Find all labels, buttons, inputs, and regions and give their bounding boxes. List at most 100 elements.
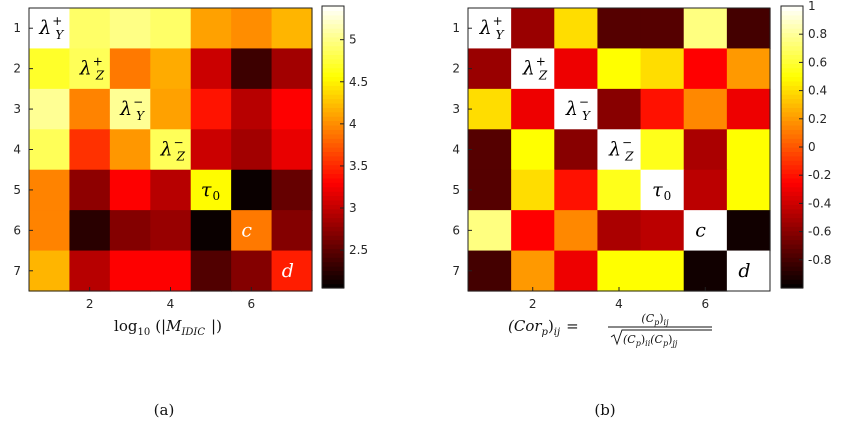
colorbar-segment (322, 19, 344, 25)
colorbar-segment (781, 32, 803, 38)
heatmap-cell (69, 210, 111, 252)
colorbar-segment (322, 50, 344, 56)
colorbar-segment (322, 23, 344, 29)
y-tick-label: 7 (452, 264, 460, 278)
colorbar-segment (322, 261, 344, 267)
colorbar-tick-label: 0.4 (808, 84, 827, 98)
diagonal-label: d (738, 260, 750, 282)
colorbar-segment (322, 160, 344, 166)
colorbar-segment (322, 230, 344, 236)
heatmap-cell (554, 210, 599, 252)
colorbar-segment (322, 186, 344, 192)
heatmap-a-cells (29, 8, 313, 292)
y-tick-label: 2 (13, 62, 21, 76)
heatmap-cell (726, 250, 771, 292)
colorbar-segment (322, 155, 344, 161)
heatmap-cell (511, 250, 555, 292)
heatmap-cell (190, 129, 232, 171)
colorbar-segment (322, 151, 344, 157)
colorbar-segment (322, 94, 344, 100)
diagonal-label: τ0 (652, 179, 671, 203)
colorbar-tick-label: 0.2 (808, 112, 827, 126)
colorbar-segment (322, 274, 344, 280)
colorbar-tick-label: 4 (349, 117, 357, 131)
colorbar-tick-label: 3.5 (349, 159, 368, 173)
colorbar-segment (322, 270, 344, 276)
colorbar-segment (322, 265, 344, 271)
heatmap-cell (190, 48, 232, 90)
heatmap-cell (683, 210, 728, 252)
colorbar-segment (322, 116, 344, 122)
colorbar-segment (781, 217, 803, 223)
diagonal-label: d (282, 260, 294, 282)
heatmap-cell (511, 210, 555, 252)
colorbar-tick-label: -0.4 (808, 196, 831, 210)
colorbar-segment (781, 182, 803, 188)
xlabel-b: (Corp)ij = (Cp)ij (Cp)ii(Cp)jj (508, 312, 712, 348)
colorbar-segment (322, 32, 344, 38)
colorbar-segment (781, 80, 803, 86)
colorbar-segment (322, 279, 344, 285)
colorbar-segment (781, 85, 803, 91)
heatmap-cell (726, 48, 771, 90)
colorbar-segment (781, 133, 803, 139)
colorbar-segment (781, 147, 803, 153)
heatmap-cell (511, 8, 555, 50)
heatmap-cell (231, 210, 273, 252)
colorbar-segment (781, 195, 803, 201)
colorbar-tick-label: 0.6 (808, 55, 827, 69)
colorbar-segment (322, 41, 344, 47)
heatmap-cell (190, 210, 232, 252)
x-tick-label: 4 (167, 297, 175, 311)
colorbar-segment (322, 111, 344, 117)
colorbar-segment (781, 120, 803, 126)
heatmap-cell (597, 169, 642, 211)
colorbar-tick-label: 2.5 (349, 243, 368, 257)
heatmap-cell (468, 210, 512, 252)
heatmap-cell (554, 250, 599, 292)
heatmap-cell (597, 210, 642, 252)
heatmap-a-diagonal-labels: λ+ Y λ+ Z λ− Y λ− Z τ0 c d (38, 14, 294, 282)
heatmap-cell (150, 88, 192, 130)
colorbar-tick-label: 3 (349, 201, 357, 215)
heatmap-cell (231, 8, 273, 50)
colorbar-tick-label: -0.6 (808, 225, 831, 239)
heatmap-cell (69, 129, 111, 171)
colorbar-segment (781, 41, 803, 47)
colorbar-segment (781, 186, 803, 192)
heatmap-cell (511, 48, 555, 90)
colorbar-segment (781, 72, 803, 78)
heatmap-cell (640, 250, 685, 292)
heatmap-cell (109, 169, 151, 211)
colorbar-tick-label: 0.8 (808, 27, 827, 41)
heatmap-cell (468, 88, 512, 130)
svg-text:(Cp)ii(Cp)jj: (Cp)ii(Cp)jj (623, 333, 678, 348)
colorbar-segment (781, 208, 803, 214)
colorbar-segment (322, 67, 344, 73)
heatmap-cell (597, 88, 642, 130)
heatmap-cell (69, 88, 111, 130)
colorbar-segment (781, 129, 803, 135)
x-tick-label: 6 (248, 297, 256, 311)
heatmap-cell (597, 8, 642, 50)
colorbar-segment (781, 76, 803, 82)
colorbar-segment (781, 111, 803, 117)
heatmap-cell (109, 88, 151, 130)
colorbar-segment (781, 98, 803, 104)
colorbar-tick-label: 5 (349, 33, 357, 47)
heatmap-cell (29, 48, 71, 90)
colorbar-segment (781, 6, 803, 12)
x-tick-label: 2 (529, 297, 537, 311)
diagonal-label: λ+ Y (479, 14, 505, 42)
heatmap-cell (231, 250, 273, 292)
colorbar-segment (781, 265, 803, 271)
colorbar-segment (322, 14, 344, 20)
heatmap-cell (190, 169, 232, 211)
colorbar-segment (322, 177, 344, 183)
heatmap-cell (468, 250, 512, 292)
colorbar-segment (322, 173, 344, 179)
diagonal-label: c (241, 219, 252, 241)
heatmap-cell (29, 169, 71, 211)
colorbar-segment (322, 120, 344, 126)
